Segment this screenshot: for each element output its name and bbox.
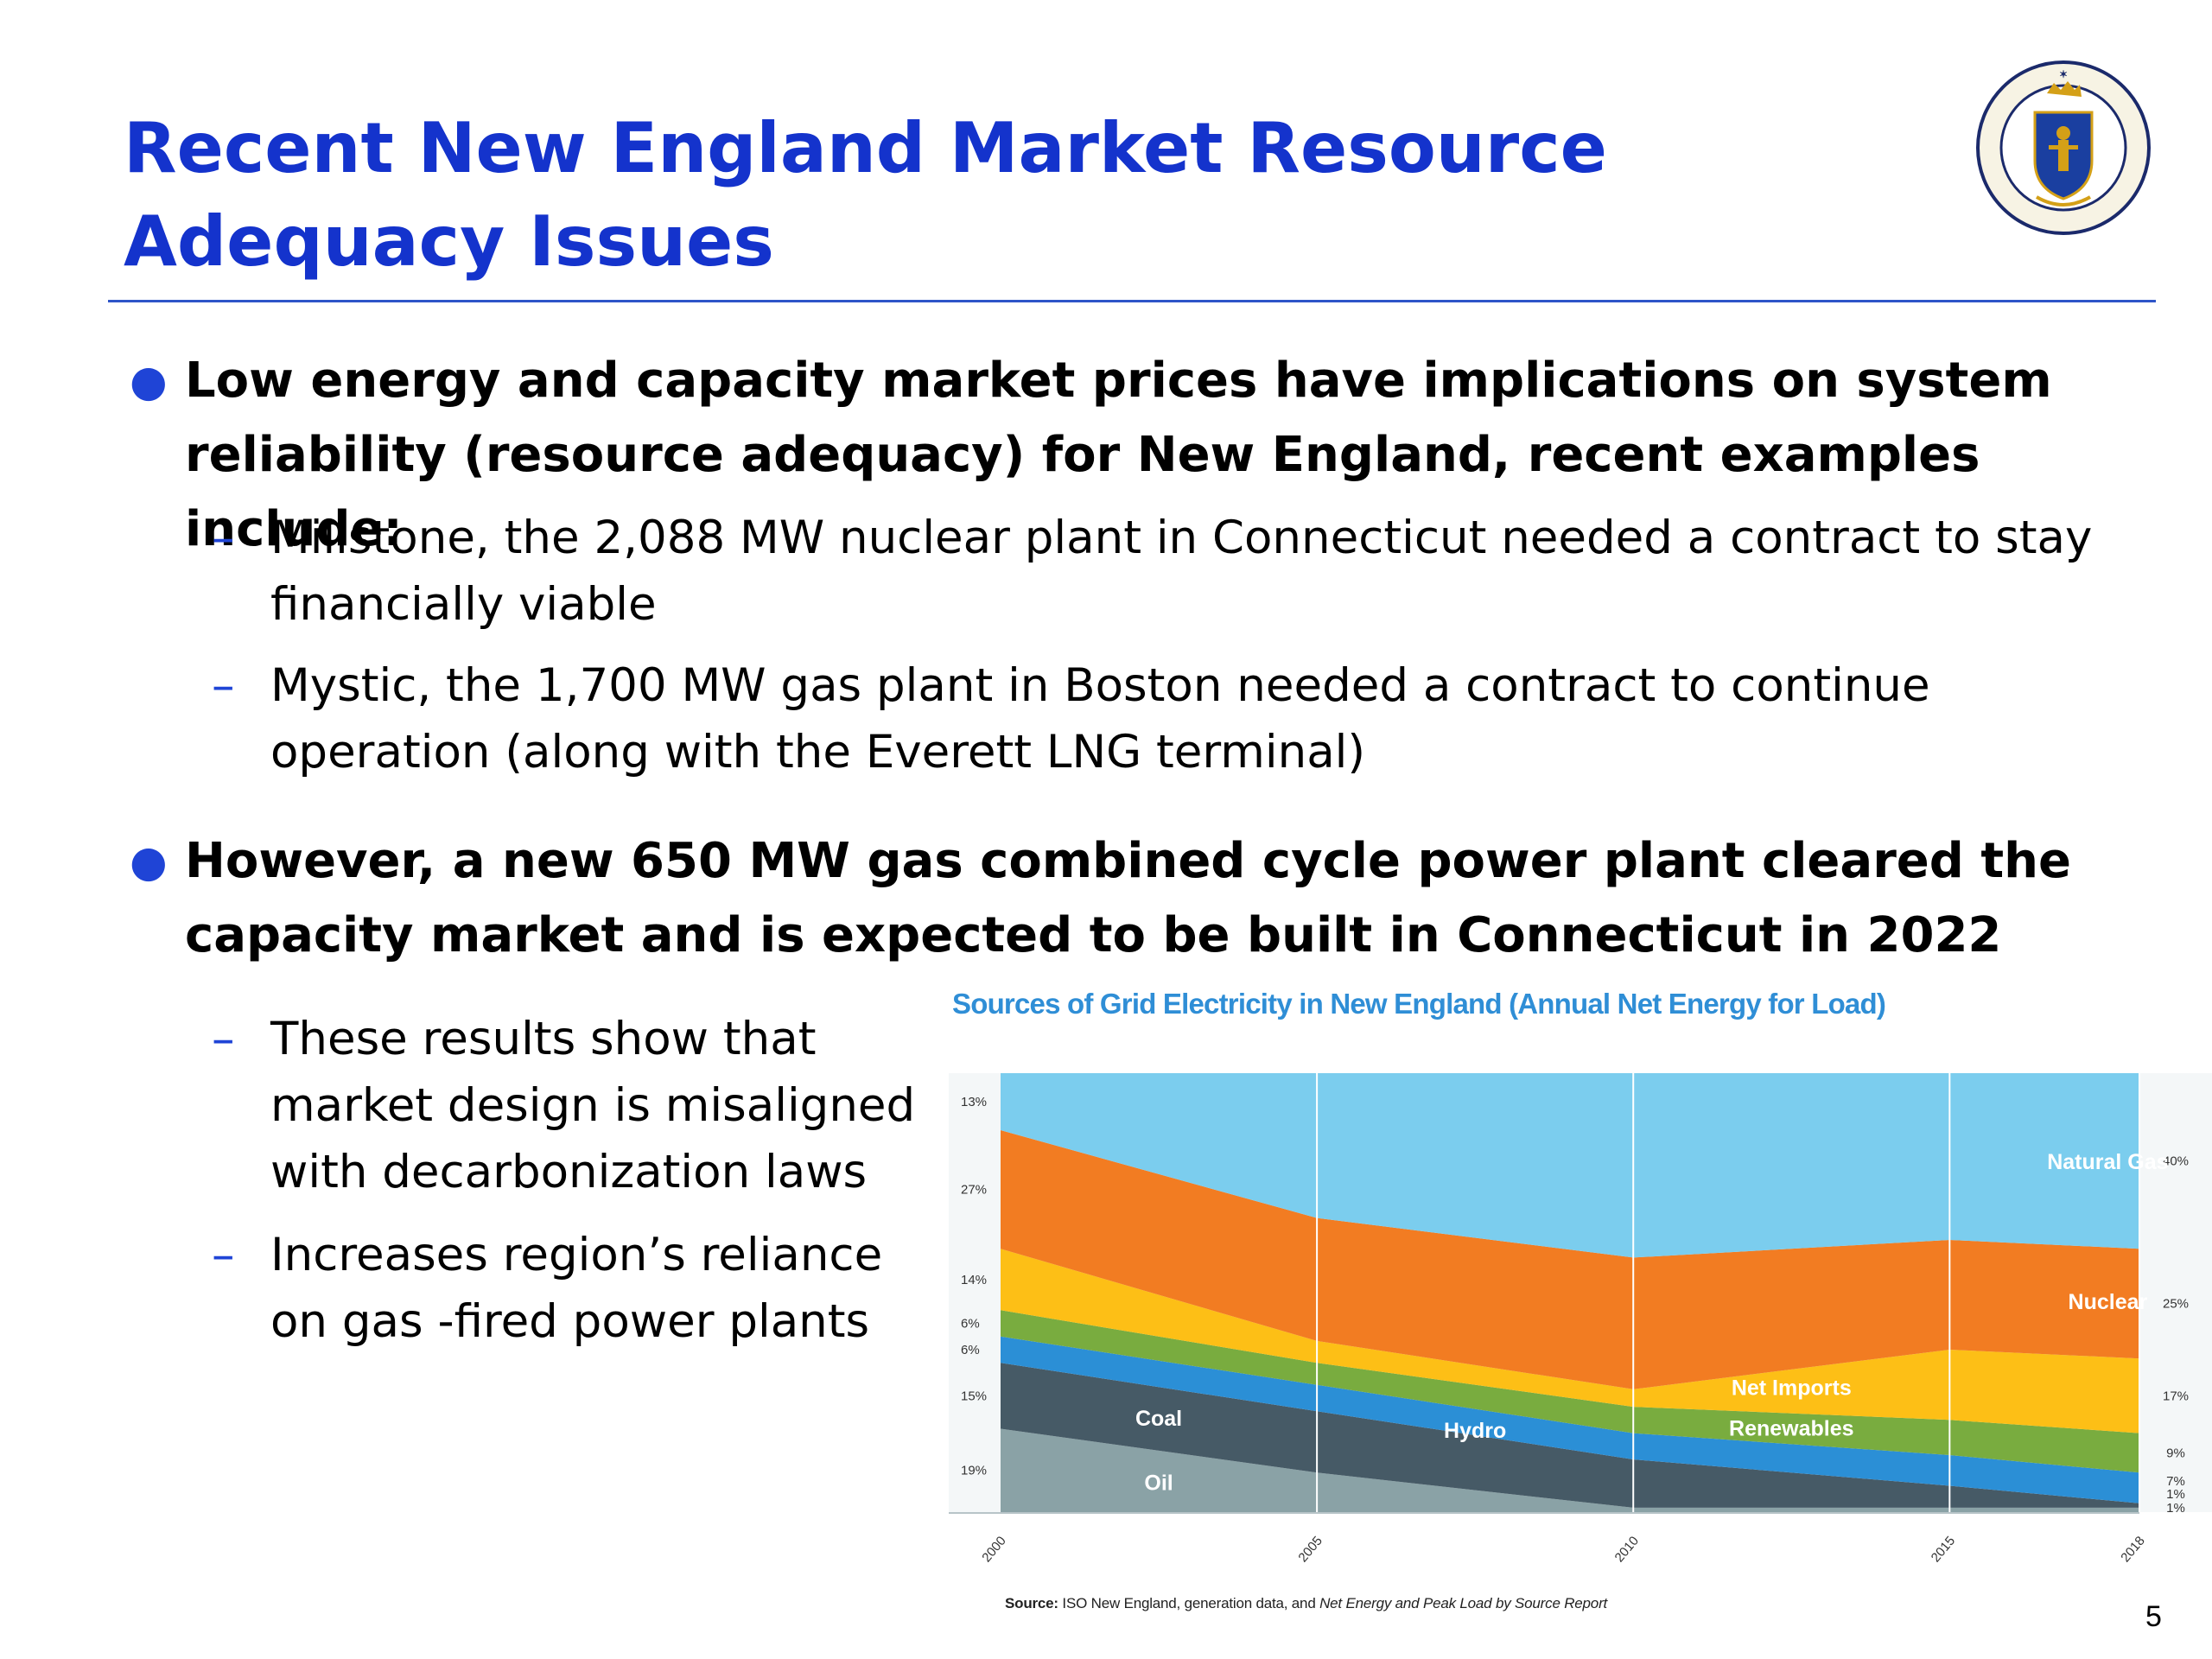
right-percent-label: 7% [2166, 1474, 2185, 1489]
x-tick-label: 2018 [2118, 1534, 2147, 1565]
sub-bullet-2-2: – Increases region’s reliance on gas -fi… [212, 1222, 920, 1355]
bullet-dot-icon: ● [130, 836, 168, 887]
chart-source-text: ISO New England, generation data, and [1058, 1595, 1320, 1611]
x-tick-label: 2010 [1612, 1534, 1642, 1565]
series-label-natural-gas: Natural Gas [2047, 1150, 2168, 1174]
right-percent-label: 9% [2166, 1446, 2185, 1460]
area-coal [1001, 1363, 2139, 1508]
sub-bullet-1-1: – Millstone, the 2,088 MW nuclear plant … [212, 505, 2113, 638]
bullet-2-text: However, a new 650 MW gas combined cycle… [185, 833, 2071, 963]
right-percent-label: 1% [2166, 1501, 2185, 1516]
series-label-hydro: Hydro [1444, 1419, 1506, 1443]
right-percent-label: 25% [2163, 1297, 2189, 1312]
bullet-2: ● However, a new 650 MW gas combined cyc… [130, 824, 2100, 973]
area-net-imports [1001, 1249, 2139, 1433]
area-natural-gas [1001, 1073, 2139, 1258]
chart-source-note: Source: ISO New England, generation data… [1005, 1595, 1607, 1612]
right-percent-label: 1% [2166, 1487, 2185, 1502]
svg-text:✶: ✶ [2059, 68, 2068, 80]
left-percent-label: 13% [961, 1095, 987, 1109]
title-divider [108, 300, 2156, 302]
x-tick-label: 2000 [979, 1534, 1008, 1565]
right-percent-label: 17% [2163, 1389, 2189, 1403]
dash-icon: – [212, 1013, 235, 1065]
area-oil [1001, 1428, 2139, 1512]
left-percent-label: 27% [961, 1183, 987, 1198]
chart-source-report: Net Energy and Peak Load by Source Repor… [1319, 1595, 1608, 1611]
series-label-oil: Oil [1144, 1471, 1173, 1495]
x-tick-label: 2005 [1295, 1534, 1325, 1565]
area-nuclear [1001, 1130, 2139, 1389]
left-percent-label: 19% [961, 1464, 987, 1478]
sub-bullet-1-1-text: Millstone, the 2,088 MW nuclear plant in… [270, 512, 2093, 631]
sub-bullet-2-2-text: Increases region’s reliance on gas -fire… [270, 1229, 883, 1348]
sub-bullet-1-2: – Mystic, the 1,700 MW gas plant in Bost… [212, 652, 2113, 785]
dash-icon: – [212, 1229, 235, 1281]
slide-title: Recent New England Market Resource Adequ… [124, 108, 1607, 282]
sub-bullet-2-1: – These results show that market design … [212, 1006, 920, 1205]
chart-source-label: Source: [1005, 1595, 1058, 1611]
energy-sources-area-chart: 2000 2005 2010 2015 2018 19% 15% 6% 6% 14% 27% 13% 1… [949, 1073, 2212, 1565]
bullet-dot-icon: ● [130, 356, 168, 406]
left-percent-label: 6% [961, 1317, 980, 1332]
series-label-nuclear: Nuclear [2069, 1290, 2148, 1314]
series-label-coal: Coal [1135, 1407, 1182, 1431]
area-hydro [1001, 1336, 2139, 1503]
massachusetts-seal-icon: ✶ [1976, 60, 2151, 235]
sub-bullet-2-1-text: These results show that market design is… [270, 1013, 916, 1198]
left-percent-label: 6% [961, 1343, 980, 1357]
sub-bullet-1-2-text: Mystic, the 1,700 MW gas plant in Boston… [270, 659, 1930, 779]
left-percent-label: 15% [961, 1389, 987, 1403]
left-percent-label: 14% [961, 1273, 987, 1287]
bullet-1: ● Low energy and capacity market prices … [130, 344, 2100, 567]
dash-icon: – [212, 512, 235, 564]
x-tick-label: 2015 [1929, 1534, 1958, 1565]
series-label-net-imports: Net Imports [1732, 1376, 1852, 1400]
dash-icon: – [212, 659, 235, 712]
area-renewables [1001, 1310, 2139, 1473]
series-label-renewables: Renewables [1729, 1416, 1854, 1440]
right-percent-label: 40% [2163, 1154, 2189, 1169]
page-number: 5 [2145, 1600, 2162, 1633]
chart-title: Sources of Grid Electricity in New Engla… [952, 988, 1886, 1020]
bullet-1-text: Low energy and capacity market prices ha… [185, 353, 2052, 557]
